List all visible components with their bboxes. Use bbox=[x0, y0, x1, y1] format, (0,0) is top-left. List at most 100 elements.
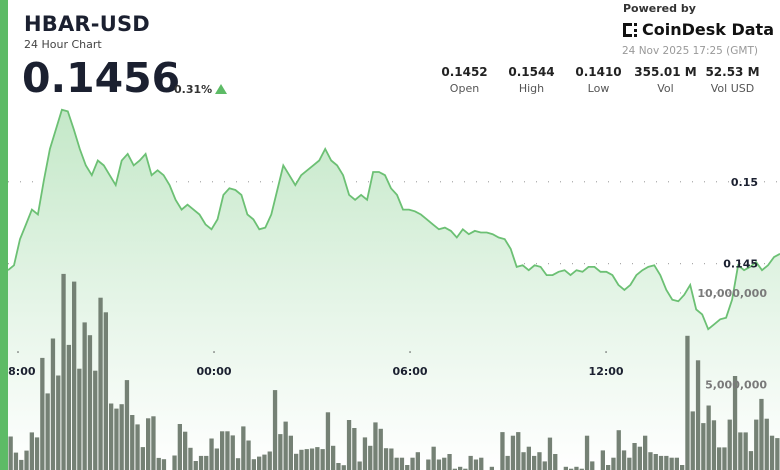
volume-bar bbox=[72, 281, 77, 470]
volume-bar bbox=[87, 335, 93, 470]
volume-bar bbox=[368, 445, 373, 470]
volume-bar bbox=[542, 461, 547, 470]
volume-bar bbox=[19, 459, 24, 470]
stat-value: 0.1410 bbox=[575, 65, 622, 79]
logo-text: CoinDesk Data bbox=[642, 20, 774, 39]
x-tick-mark bbox=[605, 351, 607, 353]
volume-bar bbox=[394, 457, 399, 470]
volume-bar bbox=[124, 380, 130, 470]
volume-bar bbox=[151, 416, 156, 470]
volume-bar bbox=[743, 432, 748, 470]
volume-bar bbox=[362, 437, 368, 470]
x-tick-mark bbox=[17, 351, 19, 353]
volume-bar bbox=[415, 452, 420, 470]
volume-bar bbox=[61, 273, 66, 470]
volume-bar bbox=[93, 370, 98, 470]
volume-bar bbox=[103, 312, 108, 470]
volume-bar bbox=[653, 454, 658, 470]
volume-bar bbox=[140, 447, 145, 470]
volume-bar bbox=[669, 457, 674, 470]
volume-bar bbox=[183, 431, 188, 470]
volume-bar bbox=[463, 468, 468, 470]
volume-bar bbox=[251, 459, 256, 470]
arrow-up-icon bbox=[215, 84, 227, 94]
timestamp: 24 Nov 2025 17:25 (GMT) bbox=[622, 45, 758, 57]
volume-tick-label: 5,000,000 bbox=[705, 378, 767, 391]
volume-bar bbox=[146, 418, 151, 470]
volume-bar bbox=[711, 420, 717, 470]
volume-bar bbox=[235, 458, 241, 470]
stat-value: 52.53 M bbox=[705, 65, 760, 79]
volume-bar bbox=[727, 419, 732, 470]
accent-bar bbox=[0, 0, 8, 470]
volume-bar bbox=[66, 344, 71, 470]
volume-bar bbox=[579, 468, 584, 470]
volume-bar bbox=[764, 418, 769, 470]
volume-bar bbox=[706, 405, 711, 470]
volume-bar bbox=[45, 393, 50, 470]
volume-bar bbox=[505, 455, 510, 470]
volume-bar bbox=[172, 455, 177, 470]
volume-bar bbox=[563, 466, 568, 470]
volume-bar bbox=[775, 438, 780, 470]
volume-bar bbox=[452, 468, 457, 470]
volume-bar bbox=[658, 455, 664, 470]
coindesk-logo-icon bbox=[623, 22, 637, 37]
volume-bar bbox=[648, 452, 653, 470]
volume-bar bbox=[336, 463, 341, 470]
volume-bar bbox=[632, 443, 637, 470]
volume-bar bbox=[109, 403, 114, 470]
volume-bar bbox=[717, 447, 722, 470]
volume-bar bbox=[606, 465, 611, 470]
volume-bar bbox=[674, 457, 679, 470]
volume-bar bbox=[241, 426, 246, 470]
volume-bar bbox=[389, 448, 394, 470]
volume-bar bbox=[489, 466, 494, 470]
volume-bar bbox=[664, 455, 669, 470]
volume-bar bbox=[611, 457, 616, 470]
volume-bar bbox=[458, 466, 463, 470]
volume-bar bbox=[516, 432, 521, 470]
current-price: 0.1456 bbox=[22, 54, 181, 102]
stat-value: 0.1544 bbox=[508, 65, 555, 79]
volume-bar bbox=[331, 445, 336, 470]
volume-bar bbox=[119, 404, 124, 470]
x-axis-labels: 18:00 00:00 06:00 12:00 bbox=[0, 351, 624, 378]
volume-bar bbox=[383, 448, 389, 470]
volume-bar bbox=[468, 455, 473, 470]
volume-bar bbox=[24, 450, 29, 470]
stat-low: 0.1410 Low bbox=[565, 65, 632, 95]
stat-label: Vol USD bbox=[710, 82, 755, 95]
volume-bar bbox=[637, 446, 642, 470]
volume-bar bbox=[294, 453, 299, 470]
stat-value: 355.01 M bbox=[634, 65, 697, 79]
volume-bar bbox=[685, 335, 690, 470]
volume-bar bbox=[130, 415, 135, 470]
volume-bar bbox=[177, 424, 182, 470]
volume-bar bbox=[198, 455, 204, 470]
volume-bar bbox=[569, 468, 574, 470]
volume-bar bbox=[309, 448, 315, 470]
volume-bar bbox=[690, 411, 695, 470]
price-line bbox=[7, 108, 780, 331]
volume-bar bbox=[643, 435, 648, 470]
x-tick-mark bbox=[409, 351, 411, 353]
volume-bar bbox=[341, 465, 346, 470]
volume-bar bbox=[436, 459, 442, 470]
volume-bar bbox=[738, 432, 743, 470]
volume-bar bbox=[553, 454, 558, 470]
volume-bar bbox=[13, 452, 19, 470]
coindesk-logo: CoinDesk Data bbox=[622, 20, 774, 39]
volume-bar bbox=[695, 360, 701, 470]
symbol-title: HBAR-USD bbox=[24, 12, 150, 36]
volume-bar bbox=[769, 435, 775, 470]
volume-bar bbox=[357, 461, 362, 470]
volume-bar bbox=[754, 419, 759, 470]
volume-bar bbox=[77, 368, 82, 470]
volume-bar bbox=[82, 322, 87, 470]
volume-bar bbox=[283, 421, 288, 470]
volume-bar bbox=[532, 455, 537, 470]
x-tick-label: 18:00 bbox=[0, 365, 35, 378]
price-change: 0.31% bbox=[174, 83, 213, 96]
